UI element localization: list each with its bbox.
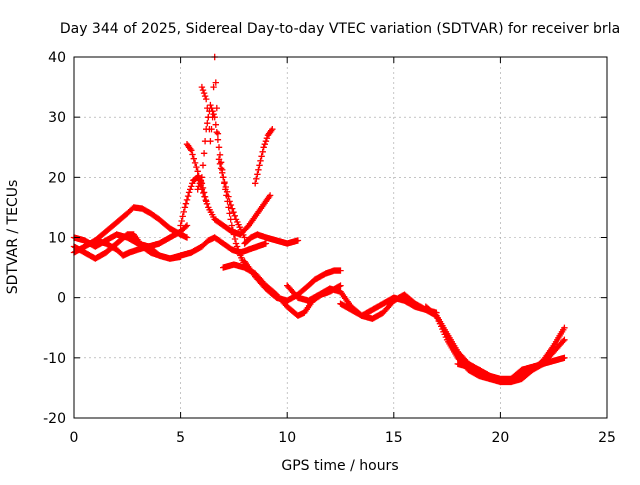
plot-frame <box>73 56 608 419</box>
y-tick-label: 20 <box>48 170 66 186</box>
x-tick-label: 10 <box>278 430 296 446</box>
y-axis-label: SDTVAR / TECUs <box>5 180 21 295</box>
x-axis-label: GPS time / hours <box>281 458 398 474</box>
data-point-markers <box>241 231 302 247</box>
data-point-markers <box>241 258 344 304</box>
series-track-12 <box>252 126 276 187</box>
data-points <box>70 53 568 386</box>
grid-lines <box>74 57 607 418</box>
x-tick-label: 15 <box>385 430 403 446</box>
x-tick-label: 25 <box>598 430 616 446</box>
data-point-markers <box>177 174 210 229</box>
series-track-8 <box>177 174 210 229</box>
chart-title: Day 344 of 2025, Sidereal Day-to-day VTE… <box>60 21 620 37</box>
axis-ticks: 0 5 10 15 20 25 -20 -10 0 10 20 30 40 <box>43 50 616 446</box>
x-tick-label: 20 <box>491 430 509 446</box>
data-point-markers <box>252 126 276 187</box>
x-tick-label: 0 <box>70 430 79 446</box>
y-tick-label: 40 <box>48 50 66 66</box>
x-tick-label: 5 <box>176 430 185 446</box>
series-track-4 <box>92 204 191 244</box>
y-tick-label: 0 <box>57 291 66 307</box>
y-tick-label: -10 <box>43 351 66 367</box>
y-tick-label: 10 <box>48 231 66 247</box>
y-tick-label: 30 <box>48 110 66 126</box>
data-point-markers <box>454 336 568 386</box>
data-point-markers <box>92 204 191 244</box>
series-track-16 <box>454 336 568 386</box>
y-tick-label: -20 <box>43 411 66 427</box>
series-track-10 <box>241 258 344 304</box>
series-track-11 <box>241 231 302 247</box>
